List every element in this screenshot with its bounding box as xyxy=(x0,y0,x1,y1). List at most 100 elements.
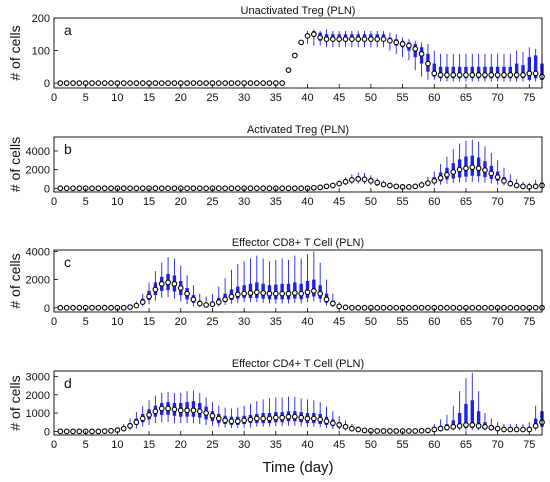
median-marker xyxy=(222,417,228,424)
median-marker xyxy=(133,302,140,309)
median-marker xyxy=(222,185,228,192)
x-tick-label: 15 xyxy=(143,439,155,451)
median-marker xyxy=(475,165,482,172)
median-marker xyxy=(444,304,450,311)
median-marker xyxy=(108,80,114,86)
y-tick-label: 0 xyxy=(44,183,50,195)
x-tick-label: 10 xyxy=(111,196,123,208)
box xyxy=(457,413,462,429)
median-marker xyxy=(57,185,64,192)
x-tick-label: 10 xyxy=(111,316,123,328)
median-marker xyxy=(215,299,222,305)
median-marker xyxy=(241,290,247,297)
median-marker xyxy=(57,80,64,86)
median-marker xyxy=(108,185,114,192)
y-tick-label: 2000 xyxy=(26,390,50,402)
median-marker xyxy=(488,72,495,78)
x-tick-label: 45 xyxy=(333,92,345,104)
x-tick-label: 35 xyxy=(270,196,282,208)
median-marker xyxy=(253,415,260,422)
median-marker xyxy=(234,418,241,425)
median-marker xyxy=(304,415,311,422)
median-marker xyxy=(108,427,114,434)
x-tick-label: 0 xyxy=(51,92,57,104)
median-marker xyxy=(488,304,495,311)
median-marker xyxy=(95,428,102,435)
median-marker xyxy=(501,304,507,311)
median-marker xyxy=(152,286,159,293)
median-marker xyxy=(450,72,457,78)
panel-c: Effector CD8+ T Cell (PLN) # of cells c 0 20… xyxy=(7,237,545,328)
median-marker xyxy=(101,80,108,86)
median-marker xyxy=(387,37,393,44)
median-marker xyxy=(184,407,190,414)
median-marker xyxy=(482,72,488,78)
median-marker xyxy=(177,407,184,414)
median-marker xyxy=(482,167,488,173)
median-marker xyxy=(501,72,507,78)
median-marker xyxy=(57,428,64,435)
x-tick-label: 45 xyxy=(333,439,345,451)
median-marker xyxy=(336,303,343,310)
median-marker xyxy=(215,185,222,192)
median-marker xyxy=(228,80,235,86)
median-marker xyxy=(513,182,520,189)
median-marker xyxy=(526,70,533,77)
x-tick-label: 55 xyxy=(396,196,408,208)
median-marker xyxy=(380,36,387,43)
median-marker xyxy=(298,414,305,421)
median-marker xyxy=(463,72,469,78)
median-marker xyxy=(507,304,514,311)
median-marker xyxy=(76,185,83,192)
box xyxy=(464,403,468,429)
median-marker xyxy=(298,185,305,192)
x-tick-label: 15 xyxy=(143,196,155,208)
x-tick-label: 25 xyxy=(206,439,218,451)
median-marker xyxy=(127,185,133,192)
panel-title: Activated Treg (PLN) xyxy=(247,124,349,136)
box xyxy=(521,65,525,79)
median-marker xyxy=(444,72,450,78)
box xyxy=(514,63,519,79)
median-marker xyxy=(342,36,349,43)
median-marker xyxy=(507,180,514,187)
median-marker xyxy=(488,170,495,177)
median-marker xyxy=(139,299,146,305)
median-marker xyxy=(171,406,178,413)
median-marker xyxy=(120,304,127,311)
y-axis-label: # of cells xyxy=(7,253,23,308)
median-marker xyxy=(253,185,260,192)
median-marker xyxy=(532,70,539,77)
box xyxy=(470,400,474,429)
median-marker xyxy=(285,413,292,420)
median-marker xyxy=(190,185,197,192)
median-marker xyxy=(63,185,70,192)
x-tick-label: 70 xyxy=(492,196,504,208)
median-marker xyxy=(361,176,368,183)
median-marker xyxy=(184,80,190,86)
median-marker xyxy=(146,412,152,418)
median-marker xyxy=(412,304,419,311)
median-marker xyxy=(266,80,273,86)
x-tick-label: 50 xyxy=(365,92,377,104)
median-marker xyxy=(380,428,387,434)
x-tick-label: 45 xyxy=(333,196,345,208)
median-marker xyxy=(101,304,108,311)
median-marker xyxy=(171,185,178,192)
x-tick-label: 20 xyxy=(175,439,187,451)
median-marker xyxy=(349,304,355,311)
median-marker xyxy=(349,36,355,43)
x-tick-label: 35 xyxy=(270,316,282,328)
median-marker xyxy=(456,72,463,78)
x-tick-label: 50 xyxy=(365,316,377,328)
median-marker xyxy=(285,67,292,73)
median-marker xyxy=(418,50,425,57)
x-tick-label: 35 xyxy=(270,92,282,104)
y-tick-label: 100 xyxy=(32,46,50,58)
median-marker xyxy=(317,184,324,191)
x-tick-label: 75 xyxy=(523,196,535,208)
median-marker xyxy=(336,36,343,43)
median-marker xyxy=(444,171,450,178)
median-marker xyxy=(120,80,127,86)
median-marker xyxy=(469,164,476,171)
